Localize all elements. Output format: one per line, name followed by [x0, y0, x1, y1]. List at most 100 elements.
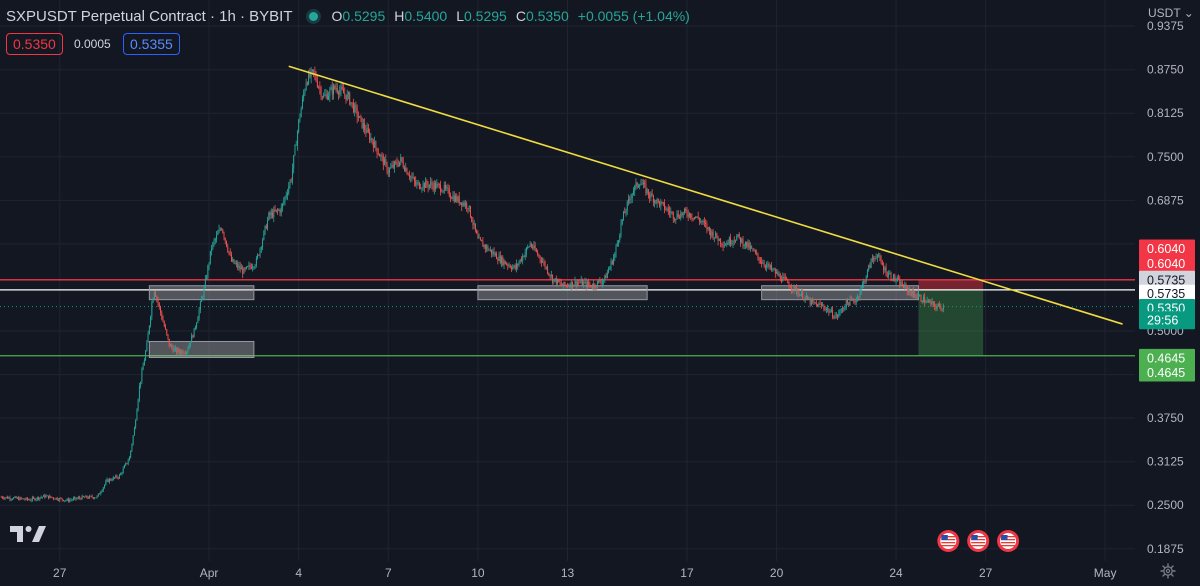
- candle-body: [229, 252, 231, 255]
- candle-body: [345, 94, 347, 100]
- candle-body: [660, 202, 662, 207]
- candle-body: [524, 252, 526, 257]
- candle-body: [645, 183, 647, 194]
- candle-body: [426, 180, 428, 185]
- candle-body: [728, 237, 730, 245]
- us-flag-event-icon[interactable]: [997, 530, 1020, 552]
- candle-body: [67, 499, 69, 502]
- candle-body: [7, 496, 8, 499]
- candle-body: [334, 85, 336, 89]
- candle-body: [620, 223, 622, 235]
- x-axis-tick-label: 4: [295, 566, 302, 580]
- candle-body: [283, 201, 285, 204]
- candle-body: [744, 241, 746, 246]
- candle-body: [528, 246, 530, 248]
- candle-body: [227, 246, 229, 252]
- candle-body: [171, 344, 173, 348]
- candle-body: [664, 202, 666, 210]
- candle-body: [343, 89, 344, 94]
- candle-body: [937, 304, 939, 307]
- candle-body: [416, 182, 418, 185]
- price-axis-label: 0.5735: [1147, 273, 1185, 287]
- candle-body: [92, 497, 94, 499]
- candle-body: [300, 108, 302, 118]
- candle-body: [608, 269, 610, 273]
- candle-body: [5, 496, 7, 498]
- candle-body: [238, 265, 240, 268]
- candle-body: [436, 183, 438, 189]
- candle-body: [356, 108, 358, 118]
- candle-body: [888, 273, 890, 276]
- candle-body: [588, 281, 590, 285]
- candle-body: [43, 495, 45, 497]
- candle-body: [890, 273, 892, 279]
- candle-body: [51, 497, 53, 499]
- candle-body: [682, 212, 684, 216]
- candle-body: [677, 213, 679, 218]
- candle-body: [136, 410, 138, 421]
- us-flag-event-icon[interactable]: [937, 530, 960, 552]
- candle-body: [573, 284, 575, 287]
- candle-body: [125, 463, 127, 466]
- candle-body: [834, 315, 836, 318]
- candle-body: [135, 420, 137, 428]
- settings-gear-icon[interactable]: [1160, 563, 1176, 584]
- candle-body: [564, 281, 566, 285]
- sell-price-button[interactable]: 0.5350: [6, 33, 63, 55]
- descending-trendline: [288, 65, 1123, 325]
- candle-body: [855, 300, 857, 303]
- currency-label: USDT: [1148, 6, 1181, 20]
- candle-body: [2, 497, 3, 498]
- symbol-title[interactable]: SXPUSDT Perpetual Contract · 1h · BYBIT: [6, 7, 293, 25]
- candle-body: [833, 317, 835, 318]
- candle-body: [742, 238, 744, 247]
- candle-body: [781, 279, 783, 282]
- tradingview-logo-icon[interactable]: [10, 524, 46, 549]
- candle-body: [319, 86, 321, 89]
- candle-body: [908, 289, 909, 292]
- candle-body: [491, 249, 493, 254]
- candle-body: [333, 85, 334, 95]
- candle-body: [305, 82, 307, 90]
- candle-body: [391, 165, 393, 168]
- candle-body: [594, 283, 596, 287]
- candle-body: [304, 89, 306, 94]
- candle-body: [613, 257, 615, 265]
- price-axis-label: 0.4645: [1147, 351, 1185, 365]
- candle-body: [298, 119, 300, 132]
- candle-body: [411, 176, 413, 178]
- candle-body: [222, 229, 224, 233]
- candle-body: [20, 497, 22, 499]
- candle-body: [899, 278, 901, 286]
- candle-body: [387, 171, 389, 173]
- candle-body: [268, 212, 270, 220]
- candle-body: [438, 184, 440, 185]
- candle-body: [194, 327, 196, 329]
- candle-body: [257, 254, 259, 259]
- candle-body: [58, 499, 59, 501]
- candle-body: [60, 498, 62, 500]
- candle-body: [672, 212, 674, 219]
- candle-body: [486, 246, 488, 249]
- candle-body: [401, 157, 403, 162]
- candle-body: [916, 296, 918, 298]
- candle-body: [380, 155, 382, 157]
- candle-body: [240, 268, 242, 270]
- candle-body: [320, 88, 322, 97]
- us-flag-event-icon[interactable]: [967, 530, 990, 552]
- y-axis-tick-label: 0.7500: [1147, 150, 1184, 164]
- candle-body: [917, 295, 919, 298]
- candle-body: [94, 497, 96, 499]
- currency-selector[interactable]: USDT ⌄: [1148, 6, 1194, 20]
- candle-body: [773, 269, 775, 271]
- candle-body: [702, 221, 704, 223]
- candle-body: [463, 202, 465, 206]
- candle-body: [209, 250, 211, 264]
- candle-body: [31, 497, 33, 501]
- buy-price-button[interactable]: 0.5355: [123, 33, 180, 55]
- candle-body: [578, 282, 580, 284]
- candle-body: [484, 245, 486, 249]
- candle-body: [336, 87, 338, 92]
- candle-body: [878, 255, 880, 257]
